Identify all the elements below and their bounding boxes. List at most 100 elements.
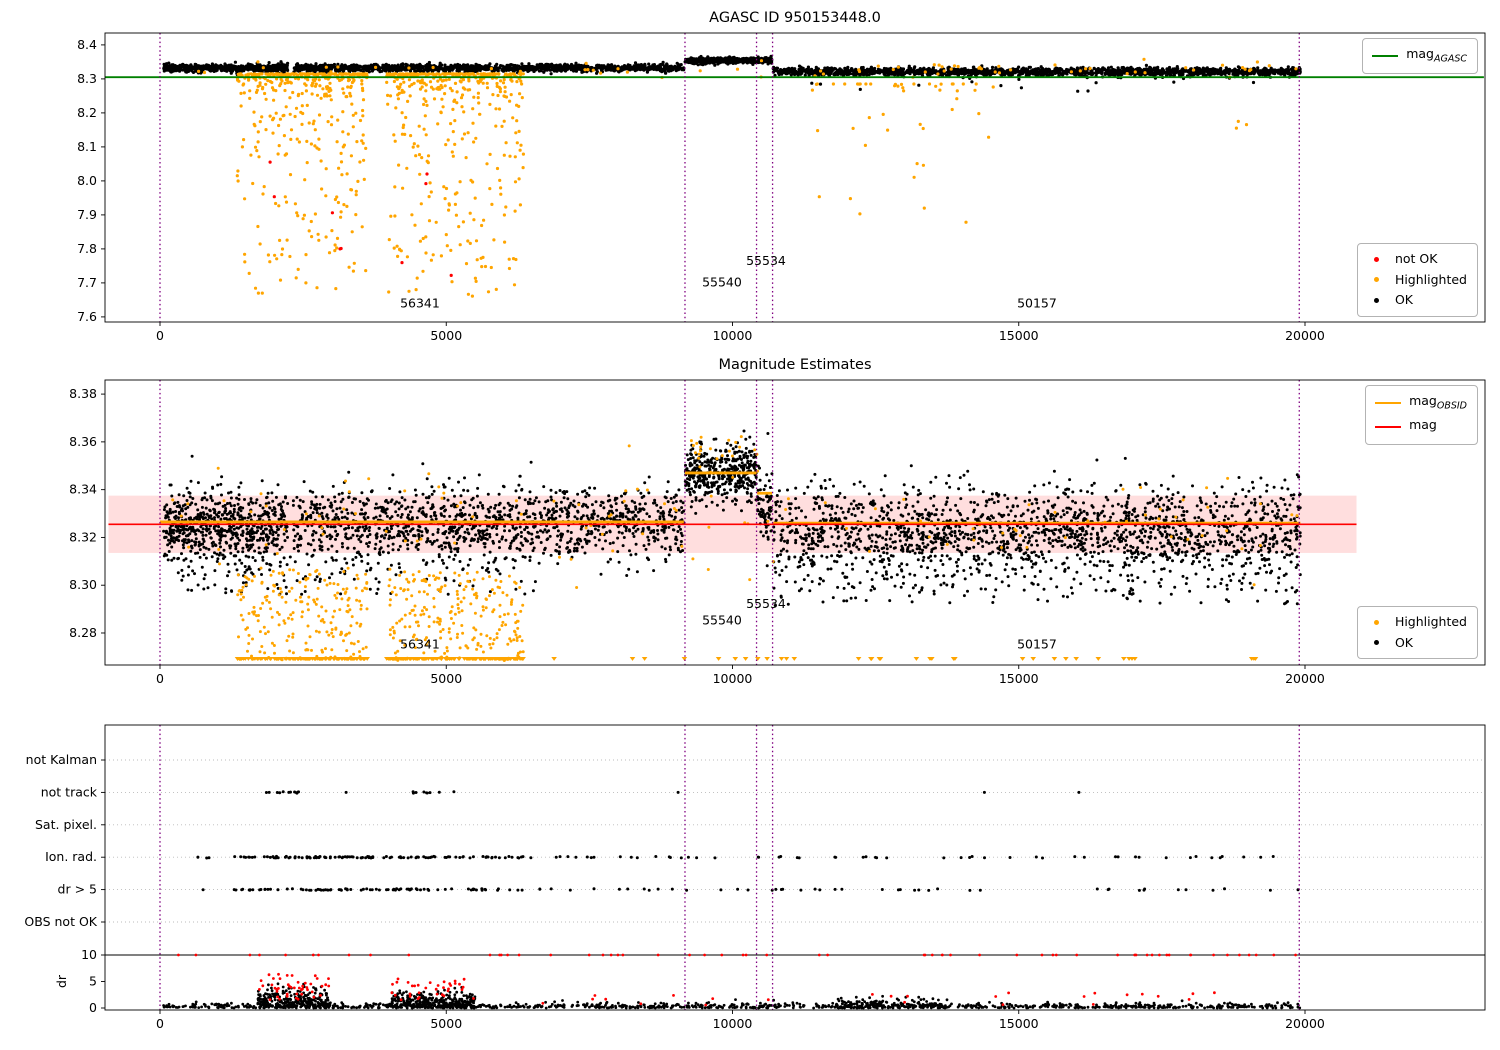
dr-tick-label: 5 [89,974,97,989]
category-label: not Kalman [26,752,97,767]
x-tick-label: 0 [156,1016,164,1031]
legend-label: magAGASC [1406,46,1467,65]
x-tick-label: 0 [156,671,164,686]
x-tick-label: 15000 [999,328,1039,343]
y-tick-label: 8.0 [77,173,97,188]
scatter-ok-short-obsid [755,432,774,568]
line-swatch [1375,402,1402,404]
scatter-hl-mid-sparse [810,82,995,224]
x-tick-label: 5000 [430,328,462,343]
legend-quality-flags: not OK Highlighted OK [1356,243,1478,317]
axes-frame [104,379,1486,666]
marker-dot-icon [1374,640,1380,646]
dot-swatch [1367,640,1387,646]
scatter-hl-clip-b [384,657,526,661]
category-label: dr > 5 [58,882,97,897]
scatter-ok-band-b [292,60,686,76]
dot-swatch [1367,256,1387,262]
x-tick-label: 5000 [430,1016,462,1031]
y-tick-label: 8.34 [69,482,97,497]
scatter-hl-clip-a [234,657,370,661]
scatter-ok-cloud-a2 [291,460,686,593]
x-tick-label: 0 [156,328,164,343]
legend-entry-mag: mag [1375,415,1467,439]
legend-label-base: mag [1409,393,1437,408]
dr-scatter-bump-mid [834,994,940,1010]
legend-label-sub: AGASC [1433,53,1467,65]
obsid-annotation: 56341 [400,296,440,311]
legend-entry-highlighted: Highlighted [1367,612,1467,633]
category-label: Ion. rad. [45,849,97,864]
scatter-ok-low-sparse [810,76,1256,93]
legend-label: mag [1409,417,1437,435]
legend-entry-mag-agasc: magAGASC [1372,44,1467,68]
x-tick-label: 10000 [713,671,753,686]
legend-label: OK [1394,292,1413,307]
legend-label: OK [1394,634,1413,650]
subplot-2: 0 5000 10000 15000 20000 8.38 8.36 8.34 8.32 8.30… [69,379,1486,686]
obsid-annotation: 55534 [746,596,786,611]
legend-mag-agasc: magAGASC [1362,38,1478,74]
marker-dot-icon [1374,619,1380,625]
obsid-annotation: 55534 [746,253,786,268]
line-swatch [1375,426,1402,428]
category-label: OBS not OK [24,914,97,929]
obsid-annotation: 55540 [702,613,742,628]
scatter-hl-low-b [387,570,525,662]
x-tick-label: 5000 [430,671,462,686]
y-tick-label: 7.8 [77,241,97,256]
subplot-1: 0 5000 10000 15000 20000 8.4 8.3 8.2 8.1 8.0 7.9 7.… [77,32,1486,343]
line-swatch [1372,55,1399,57]
y-tick-label: 8.32 [69,529,97,544]
y-tick-label: 7.9 [77,207,97,222]
y-tick-label: 7.7 [77,275,97,290]
dr-scatter-red-a [258,972,331,1001]
x-tick-label: 20000 [1285,328,1325,343]
y-tick-label: 8.3 [77,71,97,86]
legend-entry-mag-obsid: magOBSID [1375,391,1467,415]
dot-swatch [1367,297,1387,303]
x-tick-label: 15000 [999,1016,1039,1031]
legend-entry-ok: OK [1367,633,1467,654]
axes-frame [104,724,1486,1011]
scatter-hl-dip-a [235,72,369,295]
legend-label: not OK [1394,251,1438,266]
legend-entry-not-ok: not OK [1367,249,1467,270]
legend-entry-ok: OK [1367,290,1467,311]
x-tick-label: 10000 [713,328,753,343]
dr-tick-label: 10 [81,947,97,962]
obsid-annotation: 55540 [702,274,742,289]
x-tick-label: 15000 [999,671,1039,686]
category-label: Sat. pixel. [35,817,97,832]
dr-scatter-red-sparse [541,991,1216,1007]
y-tick-label: 8.30 [69,577,97,592]
obsid-annotation: 56341 [400,637,440,652]
y-tick-label: 8.38 [69,386,97,401]
flag-points-row-4 [201,887,1300,892]
x-tick-label: 20000 [1285,671,1325,686]
legend-label: magOBSID [1409,393,1467,412]
legend-label-sub: OBSID [1436,400,1467,412]
dr-axis-label: dr [54,974,69,988]
scatter-hl-mix [171,444,1299,589]
scatter-ok-band-a [162,60,290,77]
flag-points-row-3 [196,854,1275,860]
dot-swatch [1367,619,1387,625]
scatter-notok-dip [268,160,453,277]
scatter-hl-low-a [236,566,369,662]
marker-dot-icon [1374,277,1380,283]
x-tick-label: 20000 [1285,1016,1325,1031]
obsid-annotation: 50157 [1017,637,1057,652]
plot1-title: AGASC ID 950153448.0 [709,10,881,26]
legend-label-base: mag [1409,417,1437,432]
legend-label-base: mag [1406,46,1434,61]
scatter-hl-band-mix [197,57,1298,80]
scatter-ok-elevated [683,54,774,67]
legend-mid-markers: Highlighted OK [1356,606,1478,659]
subplot-3: 0 5000 10000 15000 20000 not Kalman not track S… [24,724,1486,1031]
y-tick-label: 8.2 [77,105,97,120]
y-tick-label: 7.6 [77,309,97,324]
obsid-annotation: 50157 [1017,296,1057,311]
dr-tick-label: 0 [89,1000,97,1015]
